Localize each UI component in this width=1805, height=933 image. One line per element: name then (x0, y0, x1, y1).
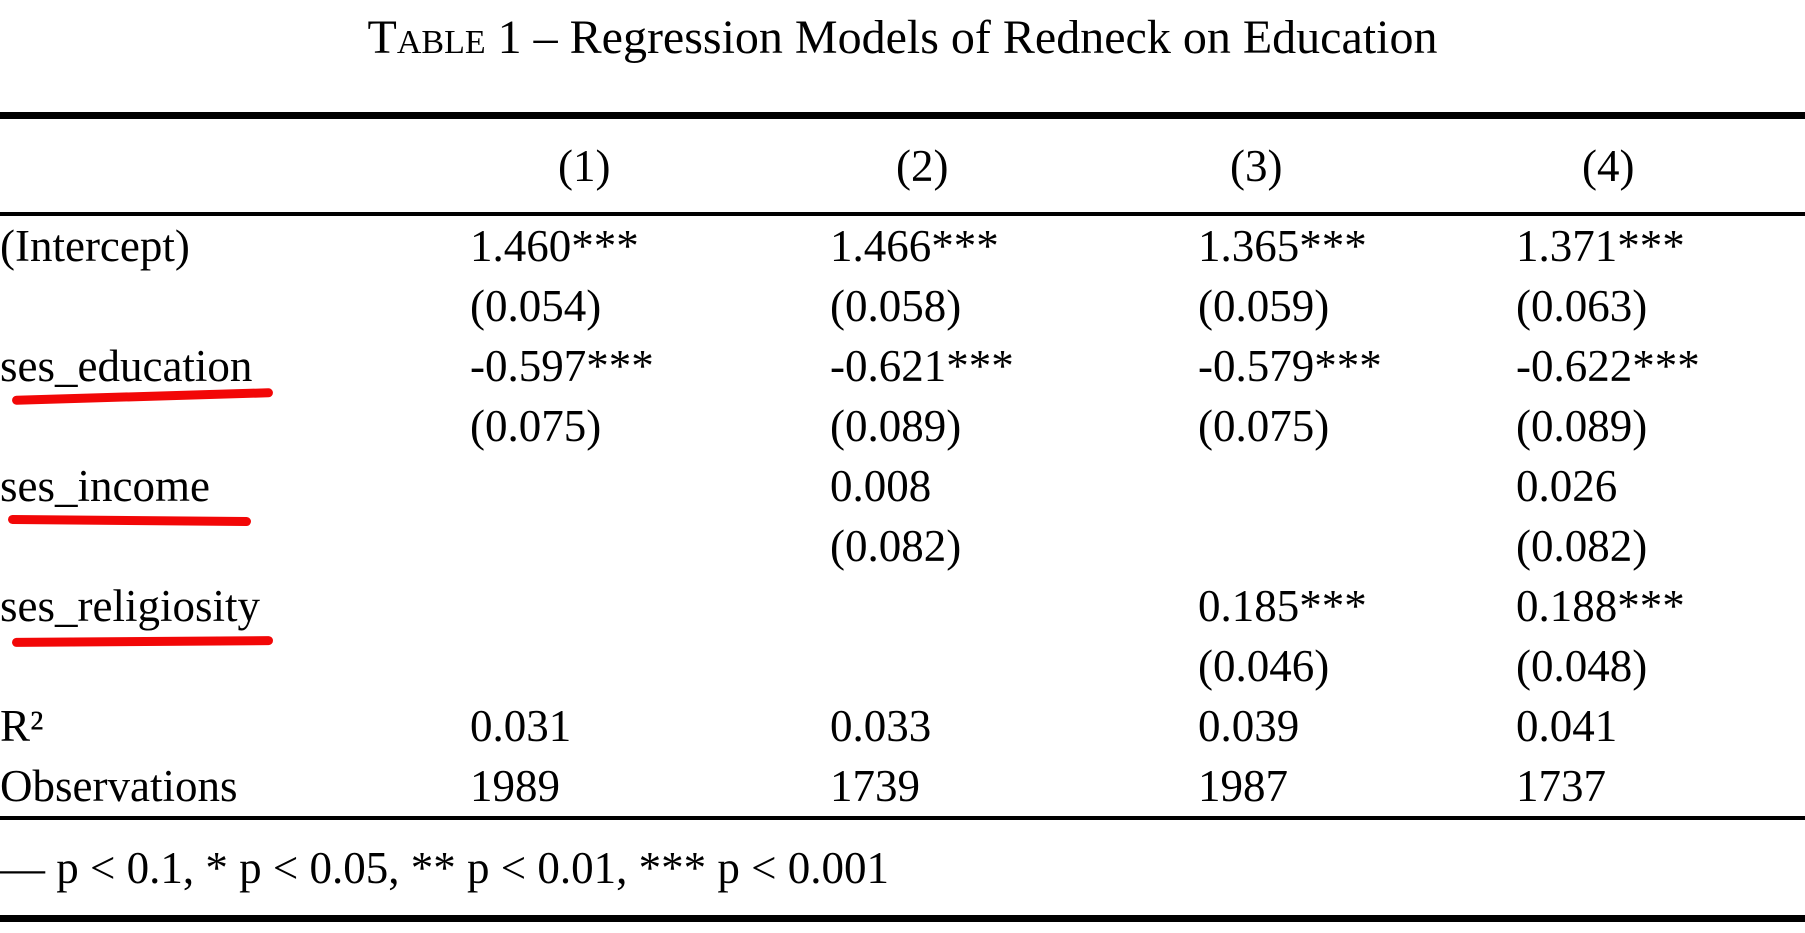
gof-value-cell: 1987 (1198, 756, 1516, 820)
se-row-ses-education: (0.075) (0.089) (0.075) (0.089) (0, 396, 1805, 456)
empty-cell (470, 516, 830, 576)
gof-value-cell: 0.039 (1198, 701, 1300, 751)
model-header-row: (1) (2) (3) (4) (0, 112, 1805, 216)
gof-value-cell: 1739 (830, 756, 1198, 820)
caption-title-text: 1 – Regression Models of Redneck on Educ… (485, 11, 1438, 64)
estimate-cell: 1.371*** (1516, 221, 1685, 271)
estimate-cell: -0.579*** (1198, 341, 1382, 391)
caption-table-word: Table (367, 11, 486, 64)
coef-row-ses-religiosity: ses_religiosity 0.185*** 0.188*** (0, 576, 1805, 636)
estimate-cell: -0.622*** (1516, 341, 1700, 391)
empty-cell (1198, 456, 1516, 516)
estimate-cell: 1.365*** (1198, 221, 1367, 271)
variable-label-intercept: (Intercept) (0, 221, 190, 271)
coef-row-ses-education: ses_education -0.597*** -0.621*** -0.579… (0, 336, 1805, 396)
note-row: — p < 0.1, * p < 0.05, ** p < 0.01, *** … (0, 818, 1805, 922)
empty-cell (470, 576, 830, 636)
gof-value-cell: 0.031 (470, 701, 572, 751)
empty-cell (830, 576, 1198, 636)
se-cell: (0.048) (1516, 641, 1648, 691)
gof-value-cell: 1737 (1516, 756, 1805, 820)
model-column-header-1: (1) (470, 112, 830, 216)
table-caption: Table 1 – Regression Models of Redneck o… (0, 11, 1805, 64)
estimate-cell: -0.621*** (830, 341, 1014, 391)
gof-row-observations: Observations 1989 1739 1987 1737 (0, 756, 1805, 820)
gof-row-r2: R² 0.031 0.033 0.039 0.041 (0, 696, 1805, 756)
variable-label-ses-religiosity: ses_religiosity (0, 581, 260, 631)
estimate-cell: 0.026 (1516, 461, 1618, 511)
se-row-ses-religiosity: (0.046) (0.048) (0, 636, 1805, 696)
se-cell: (0.063) (1516, 281, 1648, 331)
se-cell: (0.059) (1198, 281, 1330, 331)
se-cell: (0.089) (1516, 401, 1648, 451)
se-cell: (0.082) (830, 521, 962, 571)
coef-row-ses-income: ses_income 0.008 0.026 (0, 456, 1805, 516)
model-column-header-2: (2) (830, 112, 1198, 216)
estimate-cell: 1.466*** (830, 221, 999, 271)
estimate-cell: -0.597*** (470, 341, 654, 391)
model-column-header-3: (3) (1198, 112, 1516, 216)
se-cell: (0.046) (1198, 641, 1330, 691)
se-row-ses-income: (0.082) (0.082) (0, 516, 1805, 576)
gof-label-observations: Observations (0, 756, 470, 820)
se-cell: (0.058) (830, 281, 962, 331)
se-row-intercept: (0.054) (0.058) (0.059) (0.063) (0, 276, 1805, 336)
variable-label-ses-income: ses_income (0, 461, 210, 511)
coef-row-intercept: (Intercept) 1.460*** 1.466*** 1.365*** 1… (0, 214, 1805, 276)
se-cell: (0.082) (1516, 521, 1648, 571)
estimate-cell: 0.188*** (1516, 581, 1685, 631)
model-column-header-4: (4) (1516, 112, 1805, 216)
gof-value-cell: 1989 (470, 756, 830, 820)
variable-label-ses-education: ses_education (0, 341, 253, 391)
gof-label-r2: R² (0, 701, 44, 751)
estimate-cell: 0.008 (830, 461, 932, 511)
se-cell: (0.075) (470, 401, 602, 451)
estimate-cell: 0.185*** (1198, 581, 1367, 631)
empty-cell (470, 636, 830, 696)
empty-cell (1198, 516, 1516, 576)
empty-header-cell (0, 112, 470, 216)
se-cell: (0.089) (830, 401, 962, 451)
empty-cell (470, 456, 830, 516)
gof-value-cell: 0.033 (830, 701, 932, 751)
significance-note: — p < 0.1, * p < 0.05, ** p < 0.01, *** … (0, 818, 1805, 922)
empty-cell (830, 636, 1198, 696)
red-underline-ses-religiosity (11, 636, 274, 647)
regression-table: (1) (2) (3) (4) (Intercept) 1.460*** 1.4… (0, 112, 1805, 922)
estimate-cell: 1.460*** (470, 221, 639, 271)
se-cell: (0.075) (1198, 401, 1330, 451)
gof-value-cell: 0.041 (1516, 701, 1618, 751)
empty-cell (0, 396, 470, 456)
se-cell: (0.054) (470, 281, 602, 331)
empty-cell (0, 276, 470, 336)
